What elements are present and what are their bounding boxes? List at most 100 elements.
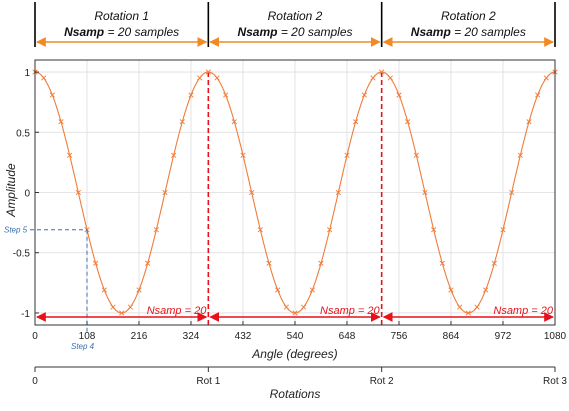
y-tick-label: -0.5: [13, 249, 31, 260]
sample-marker: [457, 304, 463, 310]
x-axis-title: Angle (degrees): [251, 347, 337, 361]
sample-marker: [275, 287, 281, 293]
sample-marker: [535, 92, 541, 98]
rotation-header-nsamp: Nsamp = 20 samples: [237, 25, 352, 39]
sample-marker: [361, 92, 367, 98]
rotation-header-title: Rotation 2: [441, 9, 496, 23]
sample-marker: [439, 260, 445, 266]
x-tick-label: 648: [339, 331, 356, 342]
sample-marker: [353, 119, 359, 125]
sample-marker: [413, 152, 419, 158]
sample-marker: [422, 189, 428, 196]
nsamp-annotation: Nsamp = 20: [147, 305, 207, 317]
rotations-axis: Rotations 0 Rot 1 Rot 2 Rot 3: [32, 366, 567, 401]
sample-marker: [396, 92, 402, 98]
sample-marker: [500, 227, 506, 233]
sample-marker: [41, 75, 47, 81]
nsamp-label: Nsamp: [64, 25, 104, 39]
sample-marker: [197, 75, 203, 81]
sample-marker: [75, 189, 81, 196]
y-tick-label: 1: [24, 68, 30, 79]
rotation-header-nsamp: Nsamp = 20 samples: [64, 25, 179, 39]
sample-marker: [249, 189, 255, 196]
rotations-tick-label: Rot 1: [196, 376, 220, 387]
sample-marker: [171, 152, 177, 158]
sample-marker: [240, 152, 246, 158]
nsamp-annotation: Nsamp = 20: [320, 305, 380, 317]
step-y-label: Step 5: [4, 226, 28, 235]
sample-marker: [223, 92, 229, 98]
sample-marker: [379, 69, 385, 75]
sample-marker: [101, 287, 107, 293]
sample-marker: [517, 152, 523, 158]
step-x-label: Step 4: [71, 342, 95, 351]
sample-marker: [93, 260, 99, 266]
rotation-header-title: Rotation 1: [94, 9, 149, 23]
sample-marker: [257, 227, 263, 233]
y-axis-title: Amplitude: [4, 163, 18, 218]
sample-marker: [214, 75, 220, 81]
x-tick-label: 972: [495, 331, 512, 342]
x-tick-label: 756: [391, 331, 408, 342]
x-tick-label: 540: [287, 331, 304, 342]
sample-marker: [179, 119, 185, 125]
sample-marker: [526, 119, 532, 125]
rotations-tick-label: Rot 2: [370, 376, 394, 387]
sample-marker: [110, 304, 116, 310]
sample-marker: [162, 189, 168, 196]
nsamp-label: Nsamp: [237, 25, 277, 39]
sample-marker: [49, 92, 55, 98]
nsamp-value: = 20 samples: [277, 25, 352, 39]
sample-marker: [145, 260, 151, 266]
sample-marker: [483, 287, 489, 293]
sample-marker: [283, 304, 289, 310]
y-tick-label: 0.5: [16, 128, 30, 139]
x-tick-label: 216: [131, 331, 148, 342]
sample-marker: [448, 287, 454, 293]
rotations-axis-title: Rotations: [270, 387, 321, 401]
sample-marker: [405, 119, 411, 125]
rotation-header-nsamp: Nsamp = 20 samples: [411, 25, 526, 39]
sample-marker: [318, 260, 324, 266]
y-tick-label: -1: [21, 309, 30, 320]
sample-marker: [491, 260, 497, 266]
rotation-header-title: Rotation 2: [268, 9, 323, 23]
sample-marker: [58, 119, 64, 125]
nsamp-label: Nsamp: [411, 25, 451, 39]
x-tick-label: 108: [79, 331, 96, 342]
rotations-tick-label: 0: [32, 376, 38, 387]
rotations-tick-label: Rot 3: [543, 376, 567, 387]
sample-marker: [431, 227, 437, 233]
x-tick-label: 432: [235, 331, 252, 342]
nsamp-annotation: Nsamp = 20: [493, 305, 553, 317]
sample-marker: [231, 119, 237, 125]
sample-marker: [509, 189, 515, 196]
sample-marker: [136, 287, 142, 293]
sample-marker: [301, 304, 307, 310]
sample-marker: [344, 152, 350, 158]
sample-marker: [370, 75, 376, 81]
sample-marker: [327, 227, 333, 233]
y-tick-label: 0: [24, 189, 30, 200]
sample-marker: [387, 75, 393, 81]
sample-marker: [335, 189, 341, 196]
sample-marker: [309, 287, 315, 293]
x-tick-label: 1080: [544, 331, 567, 342]
sample-marker: [127, 304, 133, 310]
axes: Amplitude Angle (degrees) 0 108 216 324 432 5…: [4, 59, 567, 361]
sample-marker: [188, 92, 194, 98]
sample-marker: [266, 260, 272, 266]
x-tick-label: 0: [32, 331, 38, 342]
sample-marker: [67, 152, 73, 158]
sample-marker: [153, 227, 159, 233]
sample-marker: [474, 304, 480, 310]
nsamp-value: = 20 samples: [104, 25, 179, 39]
nsamp-value: = 20 samples: [451, 25, 526, 39]
plot-area: Step 5 Step 4 Nsamp = 20 Nsamp = 20 Nsamp = …: [4, 60, 558, 351]
x-tick-label: 864: [443, 331, 460, 342]
sample-marker: [543, 75, 549, 81]
rotation-header-band: Rotation 1 Nsamp = 20 samples Rotation 2 Ns…: [34, 2, 556, 47]
x-tick-label: 324: [183, 331, 200, 342]
sample-marker: [205, 69, 211, 75]
